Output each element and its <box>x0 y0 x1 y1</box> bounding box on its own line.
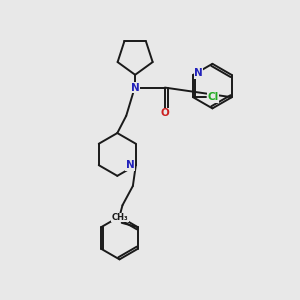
Text: CH₃: CH₃ <box>112 213 128 222</box>
Text: N: N <box>131 82 140 93</box>
Text: N: N <box>194 68 203 79</box>
Text: N: N <box>125 160 134 170</box>
Text: O: O <box>160 108 169 118</box>
Text: Cl: Cl <box>207 92 219 102</box>
